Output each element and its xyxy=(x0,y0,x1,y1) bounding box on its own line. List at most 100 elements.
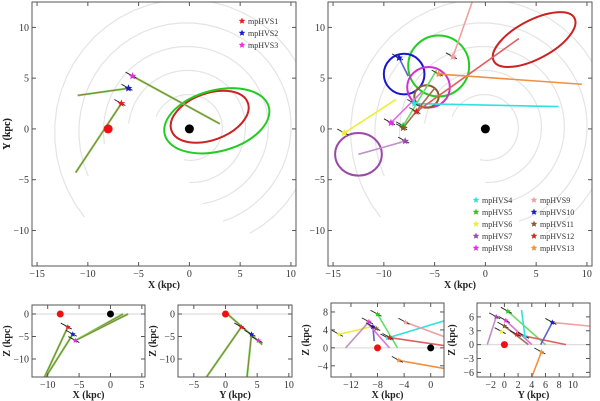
star-marker-mpHVS9 xyxy=(402,319,409,325)
star-marker-mpHVS5 xyxy=(374,311,381,317)
plot-area xyxy=(54,2,296,234)
x-tick-label: 10 xyxy=(568,380,578,391)
plot-frame xyxy=(31,304,146,378)
legend-marker xyxy=(472,232,480,239)
legend-marker xyxy=(530,208,538,215)
trajectory-line xyxy=(390,91,422,124)
star-marker-mpHVS13 xyxy=(434,70,443,78)
trajectory-line xyxy=(398,359,444,370)
spiral-arm xyxy=(54,2,296,234)
trajectory-line xyxy=(414,102,559,108)
legend-marker xyxy=(472,244,480,251)
trajectory-line xyxy=(415,37,520,113)
star-marker-mpHVS3 xyxy=(255,337,262,343)
y-tick-label: 10 xyxy=(315,23,325,34)
y-tick-label: −10 xyxy=(13,226,29,237)
legend-marker xyxy=(530,244,538,251)
orbit-ellipse xyxy=(163,87,271,155)
plot-area xyxy=(334,2,592,234)
y-tick-label: −4 xyxy=(317,361,328,372)
sun-marker xyxy=(222,310,229,318)
legend-label: mpHVS9 xyxy=(540,196,570,205)
trajectory-line xyxy=(389,336,444,347)
x-axis-label: X (kpc) xyxy=(148,280,180,291)
legend-label: mpHVS13 xyxy=(540,244,574,253)
x-tick-label: 0 xyxy=(483,269,488,280)
trajectory-line xyxy=(345,321,370,349)
star-marker-mpHVS12 xyxy=(513,331,520,337)
legend-marker xyxy=(472,208,480,215)
trajectory-line xyxy=(387,320,444,339)
star-marker-mpHVS3 xyxy=(128,72,137,80)
y-tick-label: 0 xyxy=(24,124,29,135)
star-marker-mpHVS10 xyxy=(549,319,556,325)
y-tick-label: 0 xyxy=(170,310,175,321)
y-tick-label: 0 xyxy=(323,343,328,354)
star-marker-mpHVS13 xyxy=(395,357,402,363)
legend-marker xyxy=(238,29,246,36)
sun-marker xyxy=(103,124,113,134)
star-marker-mpHVS11 xyxy=(399,123,407,132)
trajectory-line xyxy=(206,326,242,377)
legend-marker xyxy=(530,196,538,203)
trajectory-line xyxy=(366,322,391,349)
legend-marker xyxy=(530,232,538,239)
legend-label: mpHVS7 xyxy=(482,232,512,241)
x-axis-label: Y (kpc) xyxy=(518,390,550,401)
trajectory-line xyxy=(132,75,221,125)
trajectory-line xyxy=(246,334,252,377)
y-axis-label: Z (kpc) xyxy=(2,325,13,356)
x-tick-label: 5 xyxy=(255,380,260,391)
star-marker-mpHVS1 xyxy=(238,324,245,330)
x-tick-label: 0 xyxy=(223,380,228,391)
plot-area xyxy=(32,310,145,377)
spiral-arm xyxy=(451,94,519,162)
x-tick-label: −2 xyxy=(485,380,496,391)
star-marker-mpHVS7 xyxy=(493,313,499,320)
trajectory-line xyxy=(402,69,438,127)
x-tick-label: 5 xyxy=(534,269,539,280)
panel-yz-left: −5 0 5 10 0 −5 −10 Y (kpc) Z (kpc) xyxy=(148,304,294,401)
y-tick-label: 6 xyxy=(469,312,474,323)
legend-label: mpHVS8 xyxy=(482,244,512,253)
y-axis-label: Y (kpc) xyxy=(2,118,13,150)
orbit-ellipse xyxy=(169,89,250,144)
star-marker-mpHVS9 xyxy=(449,52,457,61)
star-marker-mpHVS2 xyxy=(248,331,255,337)
star-marker-mpHVS1 xyxy=(117,99,126,107)
star-marker-mpHVS10 xyxy=(395,53,403,62)
x-tick-label: −5 xyxy=(133,269,144,280)
x-tick-label: −15 xyxy=(29,269,45,280)
x-axis-label: X (kpc) xyxy=(372,390,404,401)
x-tick-label: −4 xyxy=(399,380,410,391)
spiral-arm xyxy=(424,69,543,184)
legend-label: mpHVS2 xyxy=(248,29,278,38)
x-tick-label: −10 xyxy=(40,380,56,391)
x-tick-label: 0 xyxy=(187,269,192,280)
y-tick-label: 5 xyxy=(24,74,29,85)
x-tick-label: 5 xyxy=(139,380,144,391)
orbit-ellipse xyxy=(334,131,383,177)
star-marker-mpHVS6 xyxy=(336,331,342,337)
y-tick-label: −5 xyxy=(18,175,29,186)
x-tick-label: 4 xyxy=(529,380,534,391)
x-tick-label: 5 xyxy=(238,269,243,280)
y-tick-label: 3 xyxy=(469,326,474,337)
star-marker-mpHVS1 xyxy=(64,324,71,330)
legend-marker xyxy=(472,220,480,227)
spiral-arm xyxy=(374,22,588,222)
star-marker-mpHVS8 xyxy=(366,318,372,325)
x-tick-label: 0 xyxy=(108,380,113,391)
trajectory-line xyxy=(44,326,69,377)
x-axis-label: X (kpc) xyxy=(73,390,105,401)
x-tick-label: −5 xyxy=(189,380,200,391)
x-tick-label: 6 xyxy=(543,380,548,391)
x-tick-label: −5 xyxy=(429,269,440,280)
galactic-center-marker xyxy=(427,344,435,352)
y-tick-label: 0 xyxy=(320,124,325,135)
plot-area xyxy=(331,309,444,370)
y-axis-label: Z (kpc) xyxy=(148,325,159,356)
star-marker-mpHVS8 xyxy=(502,317,509,323)
